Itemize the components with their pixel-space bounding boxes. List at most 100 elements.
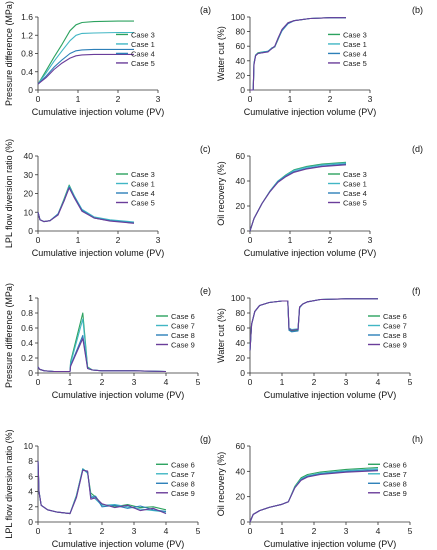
series-line — [37, 20, 134, 85]
series-line — [250, 17, 346, 91]
legend-entry: Case 1 — [131, 180, 155, 189]
y-tick-label: 20 — [236, 492, 246, 502]
y-tick-label: 40 — [236, 176, 246, 186]
legend-entry: Case 7 — [383, 322, 407, 331]
y-tick-label: 0.8 — [21, 308, 33, 318]
legend-entry: Case 3 — [131, 30, 155, 39]
x-tick-label: 1 — [76, 235, 81, 245]
legend-entry: Case 1 — [343, 180, 367, 189]
series-line — [249, 298, 378, 351]
legend-entry: Case 3 — [131, 170, 155, 179]
y-tick-label: 80 — [236, 27, 246, 37]
series-line — [37, 334, 167, 373]
y-tick-label: 40 — [236, 56, 246, 66]
y-tick-label: 40 — [236, 466, 246, 476]
y-tick-label: 0.6 — [21, 323, 33, 333]
y-tick-label: 0.4 — [21, 67, 33, 77]
y-tick-label: 30 — [24, 170, 34, 180]
x-axis-label: Cumulative injection volume (PV) — [264, 390, 397, 400]
y-axis-label: LPL flow diversion ratio (%) — [4, 139, 14, 248]
y-axis-label: Water cut (%) — [216, 26, 226, 81]
chart-panel: 0 1 2 3 0 20 40 60 80 100 Cumulative injection vol… — [216, 5, 423, 117]
x-tick-label: 0 — [36, 235, 41, 245]
y-tick-label: 80 — [236, 308, 246, 318]
series-line — [37, 461, 167, 515]
y-tick-label: 10 — [24, 441, 34, 451]
y-tick-label: 1.2 — [21, 30, 33, 40]
y-tick-label: 0 — [28, 368, 33, 378]
x-tick-label: 5 — [408, 526, 413, 536]
x-tick-label: 2 — [100, 526, 105, 536]
x-tick-label: 3 — [344, 526, 349, 536]
panel-label: (e) — [200, 286, 211, 296]
chart-panel: 0 1 2 3 4 5 0 20 40 60 80 100 Cumulative injection v… — [216, 286, 421, 400]
x-tick-label: 0 — [248, 94, 253, 104]
x-tick-label: 1 — [68, 526, 73, 536]
series-line — [249, 470, 379, 523]
legend-entry: Case 7 — [171, 322, 195, 331]
legend-entry: Case 8 — [171, 331, 195, 340]
panel-label: (a) — [200, 5, 211, 15]
legend-entry: Case 4 — [343, 49, 367, 58]
y-tick-label: 0 — [28, 517, 33, 527]
x-tick-label: 4 — [164, 526, 169, 536]
series-line — [249, 161, 347, 232]
chart-panel: 0 1 2 3 4 5 0 2 4 6 8 10 Cumulative injection volume… — [4, 429, 211, 549]
y-tick-label: 60 — [236, 151, 246, 161]
series-line — [249, 298, 378, 351]
series-line — [37, 53, 134, 85]
y-tick-label: 2 — [28, 502, 33, 512]
x-tick-label: 1 — [288, 235, 293, 245]
panel-label: (c) — [200, 144, 211, 154]
x-tick-label: 2 — [312, 526, 317, 536]
x-tick-label: 2 — [328, 94, 333, 104]
y-tick-label: 1 — [28, 293, 33, 303]
legend-entry: Case 5 — [131, 59, 155, 68]
series-line — [37, 337, 167, 373]
x-tick-label: 0 — [248, 377, 253, 387]
x-tick-label: 3 — [344, 377, 349, 387]
legend-entry: Case 4 — [343, 189, 367, 198]
y-tick-label: 6 — [28, 471, 33, 481]
y-axis-label: Oil recovery (%) — [216, 452, 226, 517]
legend-entry: Case 6 — [171, 312, 195, 321]
chart-panel: 0 1 2 3 4 5 0 20 40 60 Cumulative injection volume… — [216, 434, 423, 549]
x-tick-label: 4 — [164, 377, 169, 387]
series-line — [249, 298, 378, 351]
x-tick-label: 2 — [116, 94, 121, 104]
legend-entry: Case 5 — [343, 59, 367, 68]
series-line — [249, 298, 378, 351]
y-tick-label: 0 — [240, 368, 245, 378]
x-tick-label: 0 — [36, 526, 41, 536]
x-tick-label: 5 — [196, 526, 201, 536]
x-tick-label: 3 — [132, 526, 137, 536]
panel-label: (g) — [200, 434, 211, 444]
y-axis-label: Pressure difference (MPa) — [4, 1, 14, 106]
x-tick-label: 4 — [376, 526, 381, 536]
y-tick-label: 0.8 — [21, 49, 33, 59]
x-tick-label: 1 — [280, 377, 285, 387]
x-axis-label: Cumulative injection volume (PV) — [244, 107, 377, 117]
legend-entry: Case 7 — [383, 470, 407, 479]
x-tick-label: 0 — [36, 377, 41, 387]
x-tick-label: 1 — [68, 377, 73, 387]
series-line — [37, 48, 134, 85]
legend-entry: Case 6 — [171, 460, 195, 469]
legend-entry: Case 1 — [343, 40, 367, 49]
y-axis-label: Oil recovery (%) — [216, 161, 226, 226]
legend-entry: Case 8 — [383, 479, 407, 488]
x-tick-label: 0 — [36, 94, 41, 104]
y-tick-label: 20 — [24, 189, 34, 199]
series-line — [37, 185, 135, 223]
x-tick-label: 0 — [248, 526, 253, 536]
y-tick-label: 20 — [236, 201, 246, 211]
legend-entry: Case 5 — [343, 199, 367, 208]
y-tick-label: 100 — [231, 12, 245, 22]
legend-entry: Case 7 — [171, 470, 195, 479]
series-line — [37, 184, 135, 224]
series-line — [37, 312, 167, 373]
series-line — [37, 461, 167, 515]
y-tick-label: 10 — [24, 207, 34, 217]
